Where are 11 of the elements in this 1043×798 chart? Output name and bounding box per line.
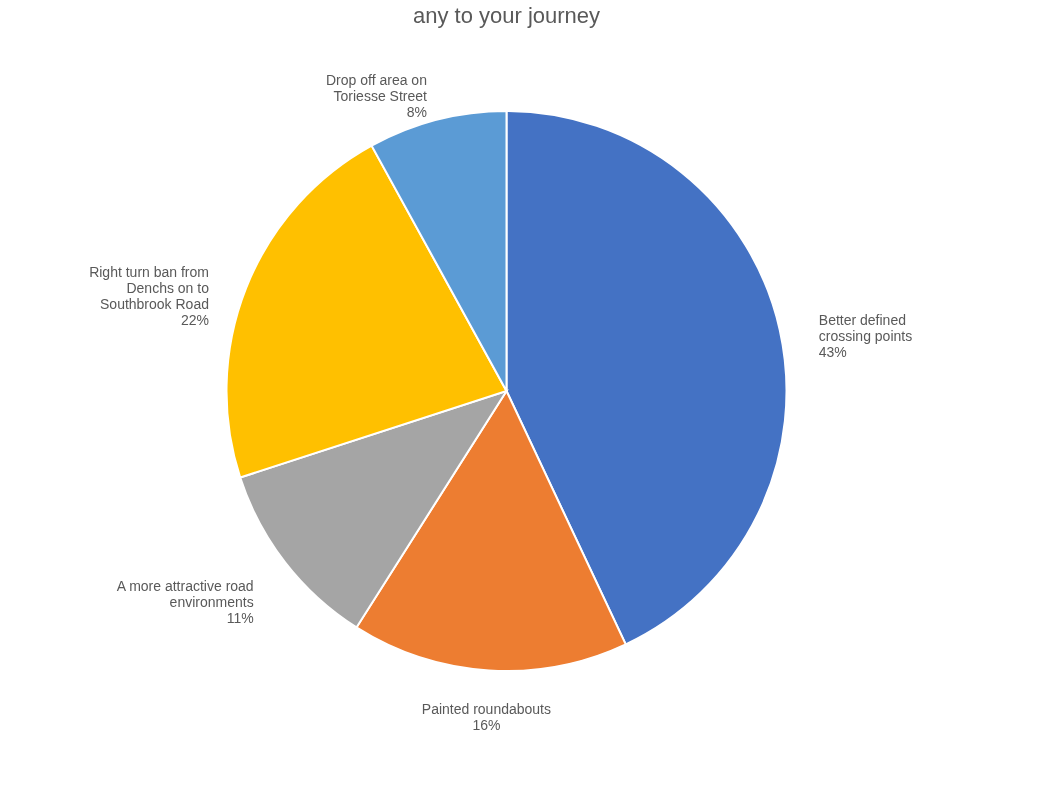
data-label: 22% bbox=[180, 312, 209, 329]
slice-label: Painted roundabouts bbox=[421, 701, 552, 718]
slice-label: Drop off area on Toriesse Street bbox=[326, 72, 428, 105]
data-label: 8% bbox=[406, 104, 427, 121]
slice-label: A more attractive road environments bbox=[116, 578, 254, 611]
slice-label: Right turn ban from Denchs on to Southbrook Road bbox=[89, 264, 210, 313]
data-label: 11% bbox=[226, 610, 254, 627]
data-label: 43% bbox=[818, 344, 847, 361]
data-label: 16% bbox=[472, 717, 501, 734]
slice-label: Better defined crossing points bbox=[818, 312, 913, 345]
chart-title: any to your journey bbox=[412, 3, 601, 28]
